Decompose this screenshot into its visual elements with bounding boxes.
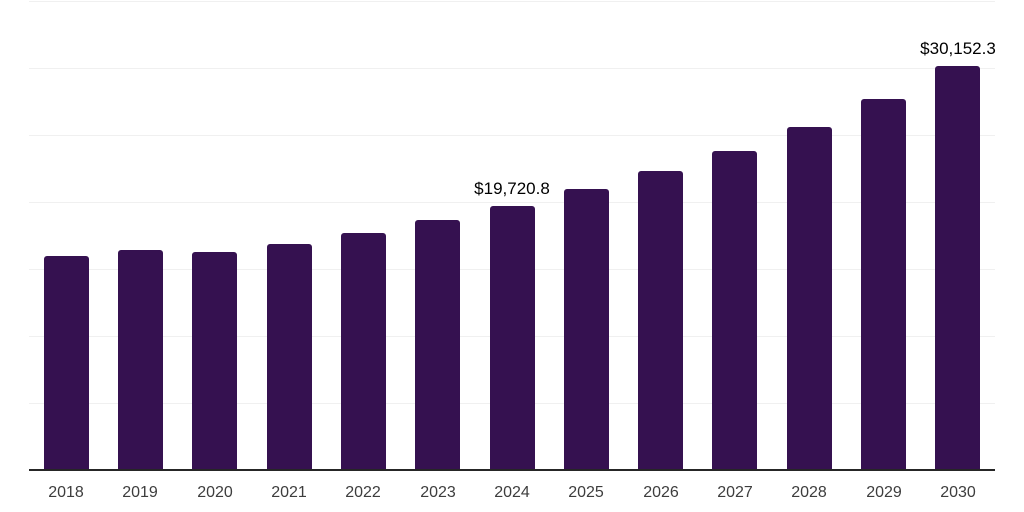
x-tick-label-2022: 2022 [345,484,381,501]
bar-2025 [564,189,609,470]
bar-2022 [341,233,386,470]
x-tick-label-2025: 2025 [568,484,604,501]
x-tick-label-2018: 2018 [48,484,84,501]
x-tick-label-2024: 2024 [494,484,530,501]
bar-2019 [118,250,163,470]
data-label-2024: $19,720.8 [474,179,550,198]
bar-2027 [712,151,757,470]
data-label-2030: $30,152.3 [920,39,996,58]
bar-2023 [415,220,460,470]
x-tick-label-2029: 2029 [866,484,902,501]
bar-2021 [267,244,312,470]
x-axis-line [29,469,995,471]
gridline-35000 [29,1,995,2]
bar-2026 [638,171,683,470]
x-tick-label-2020: 2020 [197,484,233,501]
gridline-30000 [29,68,995,69]
bar-2028 [787,127,832,470]
bar-2029 [861,99,906,470]
x-tick-label-2021: 2021 [271,484,307,501]
gridline-25000 [29,135,995,136]
bar-2024 [490,206,535,470]
x-tick-label-2027: 2027 [717,484,753,501]
bar-2020 [192,252,237,470]
x-tick-label-2023: 2023 [420,484,456,501]
x-tick-label-2026: 2026 [643,484,679,501]
bar-2018 [44,256,89,470]
x-tick-label-2028: 2028 [791,484,827,501]
x-tick-label-2019: 2019 [122,484,158,501]
gridline-20000 [29,202,995,203]
x-tick-label-2030: 2030 [940,484,976,501]
bar-2030 [935,66,980,470]
